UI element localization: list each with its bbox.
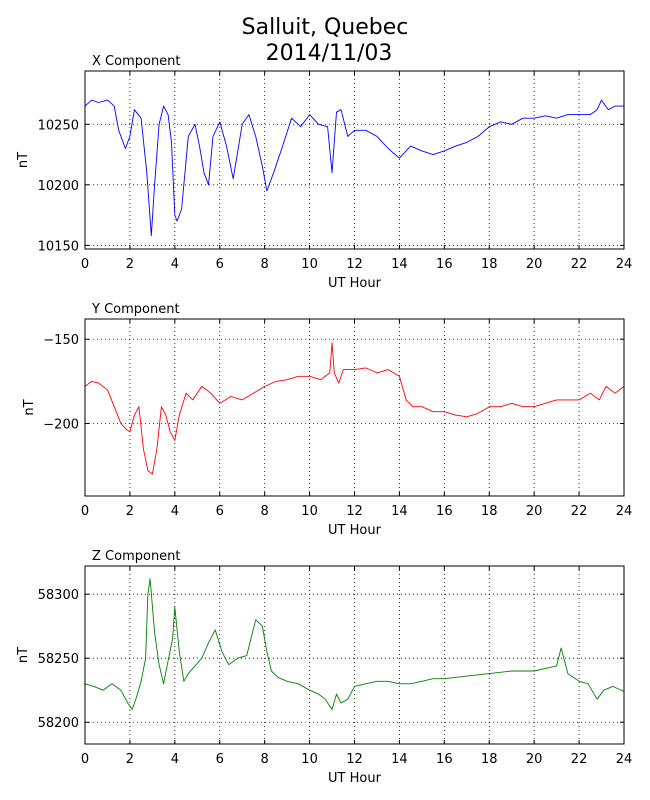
x-xtick-label: 16: [436, 257, 453, 272]
z-xtick-label: 16: [436, 752, 453, 767]
x-series-line: [84, 99, 624, 237]
x-xtick-label: 10: [301, 257, 318, 272]
x-xtick-label: 14: [391, 257, 408, 272]
z-panel-title: Z Component: [92, 549, 181, 564]
y-xtick-label: 22: [571, 504, 588, 519]
y-xtick-label: 12: [346, 504, 363, 519]
y-xtick-label: 18: [481, 504, 498, 519]
x-xtick-label: 6: [216, 257, 224, 272]
x-xtick-label: 4: [171, 257, 179, 272]
z-series-line: [84, 578, 625, 710]
x-xtick-label: 18: [481, 257, 498, 272]
z-xtick-label: 20: [526, 752, 543, 767]
z-ytick-label: 58200: [38, 716, 79, 731]
figure-title: Salluit, Quebec: [242, 15, 409, 40]
y-xtick-label: 14: [391, 504, 408, 519]
y-xtick-label: 10: [301, 504, 318, 519]
z-xtick-label: 0: [81, 752, 89, 767]
y-xtick-label: 0: [81, 504, 89, 519]
z-ytick-label: 58300: [38, 588, 79, 603]
y-xtick-label: 4: [171, 504, 179, 519]
z-xtick-label: 10: [301, 752, 318, 767]
z-xtick-label: 24: [616, 752, 633, 767]
z-xtick-label: 18: [481, 752, 498, 767]
x-xtick-label: 22: [571, 257, 588, 272]
x-xtick-label: 20: [526, 257, 543, 272]
x-xtick-label: 12: [346, 257, 363, 272]
x-xtick-label: 8: [261, 257, 269, 272]
y-series-line: [84, 342, 625, 475]
z-ytick-label: 58250: [38, 652, 79, 667]
x-ytick-label: 10250: [38, 118, 79, 133]
y-yaxis-label: nT: [22, 399, 37, 415]
y-xaxis-label: UT Hour: [328, 523, 382, 538]
z-xtick-label: 6: [216, 752, 224, 767]
x-xtick-label: 24: [616, 257, 633, 272]
x-yaxis-label: nT: [16, 152, 31, 168]
z-xaxis-label: UT Hour: [328, 771, 382, 786]
y-xtick-label: 24: [616, 504, 633, 519]
x-ytick-label: 10200: [38, 179, 79, 194]
y-ytick-label: −150: [43, 333, 79, 348]
x-ytick-label: 10150: [38, 239, 79, 254]
y-xtick-label: 6: [216, 504, 224, 519]
figure-date: 2014/11/03: [266, 41, 393, 66]
y-panel-title: Y Component: [91, 302, 180, 317]
x-xaxis-label: UT Hour: [328, 276, 382, 291]
z-xtick-label: 4: [171, 752, 179, 767]
y-xtick-label: 2: [126, 504, 134, 519]
x-xtick-label: 0: [81, 257, 89, 272]
x-xtick-label: 2: [126, 257, 134, 272]
y-xtick-label: 20: [526, 504, 543, 519]
y-ytick-label: −200: [43, 418, 79, 433]
z-xtick-label: 2: [126, 752, 134, 767]
y-xtick-label: 16: [436, 504, 453, 519]
z-xtick-label: 22: [571, 752, 588, 767]
z-xtick-label: 12: [346, 752, 363, 767]
x-panel-title: X Component: [92, 54, 181, 69]
z-xtick-label: 14: [391, 752, 408, 767]
z-yaxis-label: nT: [16, 647, 31, 663]
z-xtick-label: 8: [261, 752, 269, 767]
y-xtick-label: 8: [261, 504, 269, 519]
